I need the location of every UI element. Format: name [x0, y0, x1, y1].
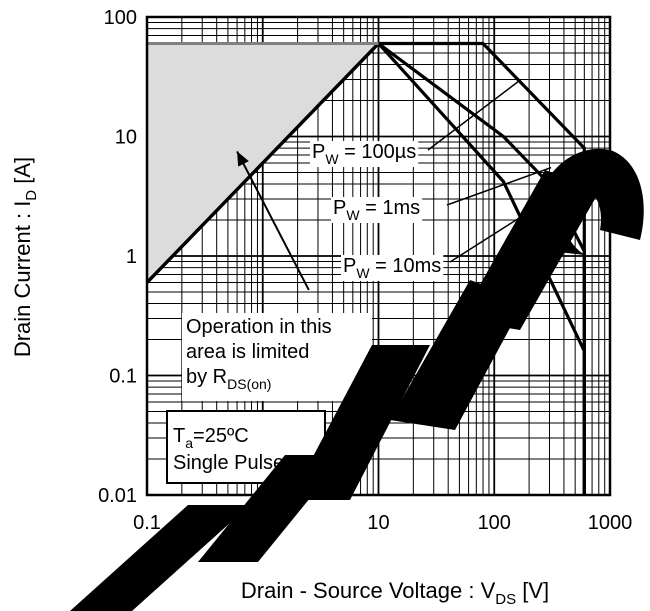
- conditions-single-pulse: Single Pulse: [173, 452, 284, 474]
- pulse-label-leaders: [427, 78, 552, 263]
- pw-1ms-label-bg: [331, 197, 423, 223]
- x-tick-label: 10: [367, 512, 389, 534]
- y-tick-label: 100: [104, 7, 137, 29]
- pulse-leader-line: [449, 214, 525, 263]
- rds-note-line3: by RDS(on): [186, 366, 271, 392]
- x-tick-label: 0.1: [133, 512, 161, 534]
- series-line-2: [145, 41, 586, 495]
- x-axis-title: Drain - Source Voltage : VDS [V]: [241, 578, 549, 608]
- plot-frame: [145, 15, 612, 497]
- pulse-leader-line: [446, 166, 552, 206]
- pw-10ms-label: PW = 10ms: [343, 255, 441, 281]
- rds-limit-arrowhead-icon: [237, 151, 249, 167]
- rds-note-line2: area is limited: [186, 341, 309, 363]
- pulse-leader-line: [427, 78, 522, 151]
- rds-note-line1: Operation in this: [186, 316, 332, 338]
- pw-1ms-label: PW = 1ms: [333, 197, 420, 223]
- rds-note-bg: [182, 313, 372, 401]
- x-tick-label: 1000: [588, 512, 633, 534]
- annotations: [236, 78, 552, 291]
- pw-10ms-label-bg: [341, 255, 444, 281]
- y-tick-label: 0.1: [109, 366, 137, 388]
- y-axis-title: Drain Current : ID [A]: [10, 157, 40, 357]
- rds-limit-arrow: [236, 150, 310, 291]
- conditions-temperature: Ta=25ºC: [173, 425, 249, 451]
- y-tick-label: 10: [115, 127, 137, 149]
- delete-watermark: [70, 148, 644, 611]
- x-tick-label: 100: [478, 512, 511, 534]
- y-tick-label: 0.01: [98, 485, 137, 507]
- pw-100us-label: PW = 100µs: [312, 141, 416, 167]
- y-tick-label: 1: [126, 246, 137, 268]
- pw-100us-label-bg: [310, 141, 419, 167]
